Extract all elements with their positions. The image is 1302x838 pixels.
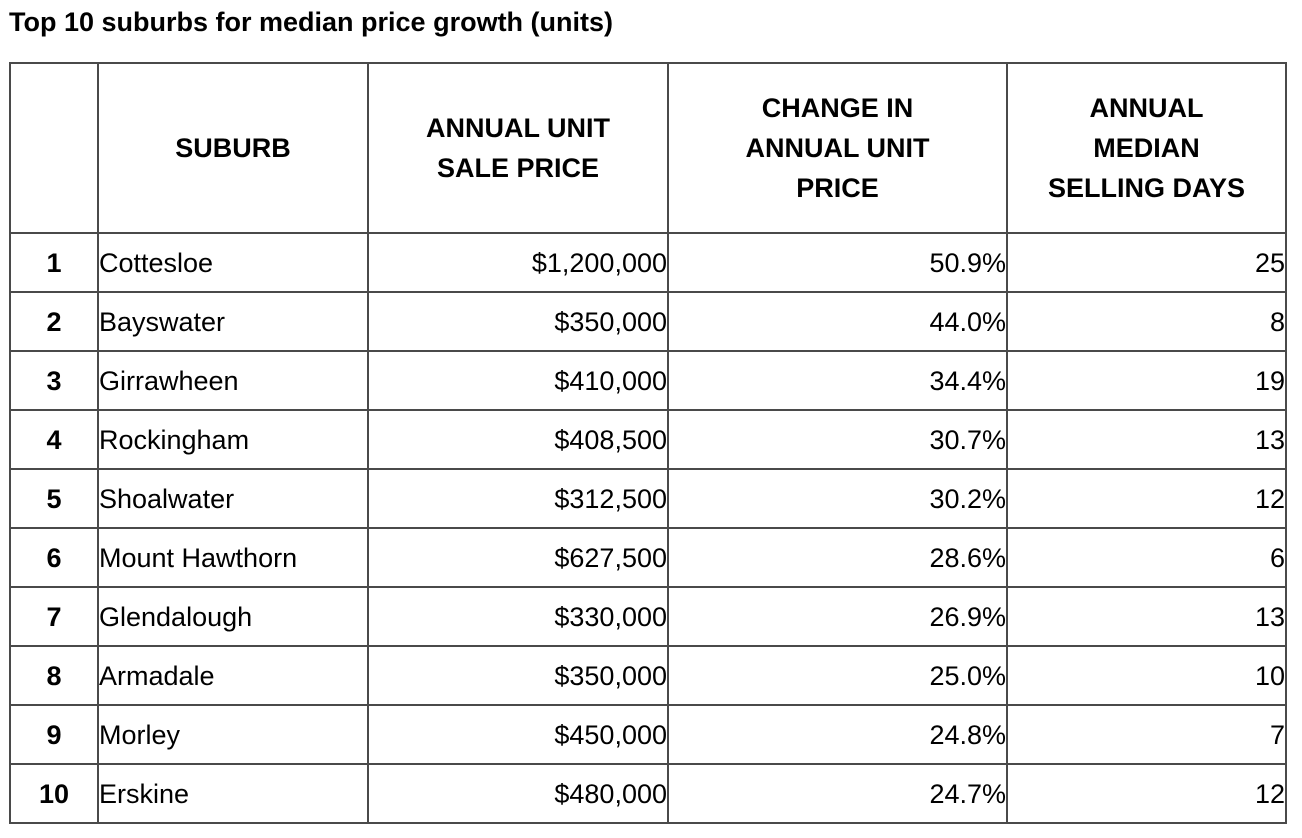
- change-cell: 24.8%: [667, 704, 1008, 765]
- header-annual-unit-sale-price: ANNUAL UNIT SALE PRICE: [367, 62, 669, 234]
- header-line: ANNUAL UNIT: [426, 113, 610, 143]
- change-cell: 26.9%: [667, 586, 1008, 647]
- suburb-cell: Bayswater: [97, 291, 369, 352]
- header-line: SELLING DAYS: [1047, 173, 1246, 203]
- header-suburb: SUBURB: [97, 62, 369, 234]
- suburb-cell: Cottesloe: [97, 232, 369, 293]
- rank-cell: 5: [9, 468, 99, 529]
- table-row: 2 Bayswater $350,000 44.0% 8: [9, 291, 1287, 352]
- table-row: 7 Glendalough $330,000 26.9% 13: [9, 586, 1287, 647]
- selling-days-cell: 6: [1006, 527, 1287, 588]
- table-row: 4 Rockingham $408,500 30.7% 13: [9, 409, 1287, 470]
- suburb-cell: Girrawheen: [97, 350, 369, 411]
- header-line: PRICE: [796, 173, 879, 203]
- selling-days-cell: 10: [1006, 645, 1287, 706]
- table-row: 3 Girrawheen $410,000 34.4% 19: [9, 350, 1287, 411]
- price-cell: $627,500: [367, 527, 669, 588]
- change-cell: 25.0%: [667, 645, 1008, 706]
- suburb-cell: Armadale: [97, 645, 369, 706]
- price-cell: $330,000: [367, 586, 669, 647]
- change-cell: 44.0%: [667, 291, 1008, 352]
- header-line: ANNUAL UNIT: [745, 133, 930, 163]
- selling-days-cell: 19: [1006, 350, 1287, 411]
- price-cell: $350,000: [367, 645, 669, 706]
- header-line: MEDIAN: [1093, 133, 1200, 163]
- rank-cell: 10: [9, 763, 99, 824]
- table-row: 1 Cottesloe $1,200,000 50.9% 25: [9, 232, 1287, 293]
- suburb-cell: Mount Hawthorn: [97, 527, 369, 588]
- price-cell: $410,000: [367, 350, 669, 411]
- rank-cell: 9: [9, 704, 99, 765]
- change-cell: 34.4%: [667, 350, 1008, 411]
- selling-days-cell: 13: [1006, 409, 1287, 470]
- suburb-cell: Glendalough: [97, 586, 369, 647]
- selling-days-cell: 12: [1006, 468, 1287, 529]
- header-change-in-annual-unit-price: CHANGE IN ANNUAL UNIT PRICE: [667, 62, 1008, 234]
- table-row: 6 Mount Hawthorn $627,500 28.6% 6: [9, 527, 1287, 588]
- rank-cell: 7: [9, 586, 99, 647]
- change-cell: 50.9%: [667, 232, 1008, 293]
- page-title: Top 10 suburbs for median price growth (…: [9, 7, 614, 37]
- suburb-cell: Shoalwater: [97, 468, 369, 529]
- suburb-cell: Rockingham: [97, 409, 369, 470]
- rank-cell: 4: [9, 409, 99, 470]
- table-row: 5 Shoalwater $312,500 30.2% 12: [9, 468, 1287, 529]
- header-row: SUBURB ANNUAL UNIT SALE PRICE CHANGE IN …: [9, 62, 1287, 234]
- table-row: 10 Erskine $480,000 24.7% 12: [9, 763, 1287, 824]
- price-cell: $480,000: [367, 763, 669, 824]
- suburb-growth-table: SUBURB ANNUAL UNIT SALE PRICE CHANGE IN …: [9, 62, 1287, 824]
- price-cell: $450,000: [367, 704, 669, 765]
- header-line: CHANGE IN: [761, 93, 914, 123]
- price-cell: $1,200,000: [367, 232, 669, 293]
- selling-days-cell: 7: [1006, 704, 1287, 765]
- change-cell: 30.7%: [667, 409, 1008, 470]
- selling-days-cell: 8: [1006, 291, 1287, 352]
- header-line: SALE PRICE: [436, 153, 600, 183]
- suburb-cell: Erskine: [97, 763, 369, 824]
- change-cell: 30.2%: [667, 468, 1008, 529]
- price-cell: $408,500: [367, 409, 669, 470]
- selling-days-cell: 13: [1006, 586, 1287, 647]
- rank-cell: 1: [9, 232, 99, 293]
- header-rank: [9, 62, 99, 234]
- price-cell: $350,000: [367, 291, 669, 352]
- rank-cell: 3: [9, 350, 99, 411]
- price-cell: $312,500: [367, 468, 669, 529]
- table-row: 9 Morley $450,000 24.8% 7: [9, 704, 1287, 765]
- selling-days-cell: 25: [1006, 232, 1287, 293]
- rank-cell: 8: [9, 645, 99, 706]
- header-annual-median-selling-days: ANNUAL MEDIAN SELLING DAYS: [1006, 62, 1287, 234]
- selling-days-cell: 12: [1006, 763, 1287, 824]
- suburb-cell: Morley: [97, 704, 369, 765]
- table-row: 8 Armadale $350,000 25.0% 10: [9, 645, 1287, 706]
- rank-cell: 2: [9, 291, 99, 352]
- change-cell: 28.6%: [667, 527, 1008, 588]
- header-line: ANNUAL: [1089, 93, 1204, 123]
- change-cell: 24.7%: [667, 763, 1008, 824]
- rank-cell: 6: [9, 527, 99, 588]
